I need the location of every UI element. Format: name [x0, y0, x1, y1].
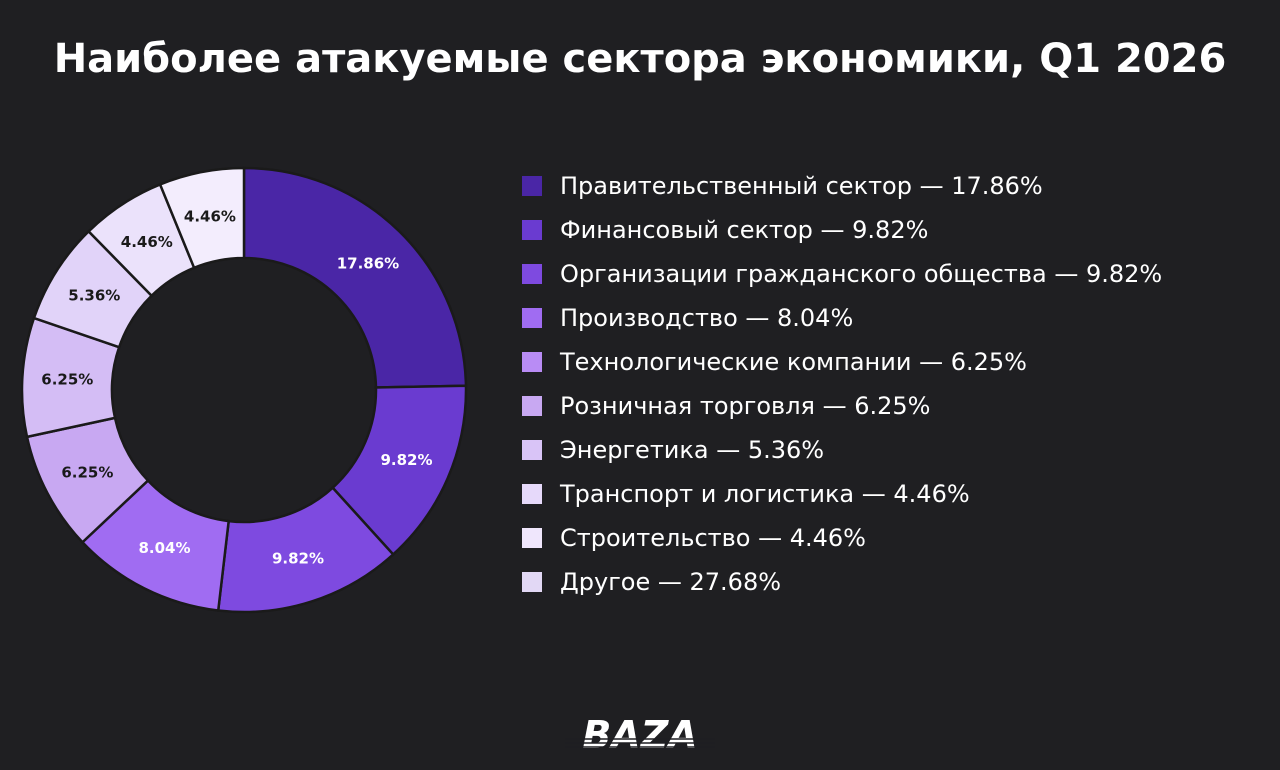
legend-item: Строительство — 4.46%	[522, 516, 1272, 560]
legend-item: Правительственный сектор — 17.86%	[522, 164, 1272, 208]
legend-item: Розничная торговля — 6.25%	[522, 384, 1272, 428]
logo-text: BAZA	[582, 713, 697, 756]
legend-swatch	[522, 308, 542, 328]
legend-item: Энергетика — 5.36%	[522, 428, 1272, 472]
legend-swatch	[522, 440, 542, 460]
chart-legend: Правительственный сектор — 17.86% Финансо…	[522, 164, 1272, 604]
legend-swatch	[522, 484, 542, 504]
chart-title: Наиболее атакуемые сектора экономики, Q1…	[0, 36, 1280, 82]
legend-item: Производство — 8.04%	[522, 296, 1272, 340]
legend-swatch	[522, 264, 542, 284]
legend-label: Транспорт и логистика — 4.46%	[560, 480, 970, 508]
donut-slice	[244, 168, 466, 387]
legend-label: Другое — 27.68%	[560, 568, 781, 596]
legend-swatch	[522, 396, 542, 416]
legend-item: Финансовый сектор — 9.82%	[522, 208, 1272, 252]
legend-label: Строительство — 4.46%	[560, 524, 866, 552]
legend-item: Технологические компании — 6.25%	[522, 340, 1272, 384]
legend-swatch	[522, 176, 542, 196]
legend-label: Правительственный сектор — 17.86%	[560, 172, 1043, 200]
legend-swatch	[522, 528, 542, 548]
legend-label: Организации гражданского общества — 9.82…	[560, 260, 1162, 288]
legend-swatch	[522, 572, 542, 592]
slice-label: 8.04%	[138, 539, 190, 557]
legend-item: Транспорт и логистика — 4.46%	[522, 472, 1272, 516]
legend-label: Финансовый сектор — 9.82%	[560, 216, 928, 244]
legend-label: Энергетика — 5.36%	[560, 436, 824, 464]
legend-item: Другое — 27.68%	[522, 560, 1272, 604]
legend-item: Организации гражданского общества — 9.82…	[522, 252, 1272, 296]
slice-label: 4.46%	[184, 207, 236, 225]
legend-swatch	[522, 220, 542, 240]
slice-label: 9.82%	[272, 550, 324, 568]
legend-swatch	[522, 352, 542, 372]
slice-label: 5.36%	[68, 287, 120, 305]
donut-chart: 17.86% 9.82% 9.82% 8.04% 6.25% 6.25% 5.36% 4.46…	[0, 150, 500, 630]
slice-label: 6.25%	[41, 371, 93, 389]
slice-label: 4.46%	[121, 233, 173, 251]
slice-label: 17.86%	[337, 255, 399, 273]
baza-logo: BAZA	[565, 712, 715, 756]
slice-label: 9.82%	[380, 451, 432, 469]
legend-label: Технологические компании — 6.25%	[560, 348, 1027, 376]
slice-label: 6.25%	[61, 463, 113, 481]
legend-label: Производство — 8.04%	[560, 304, 853, 332]
legend-label: Розничная торговля — 6.25%	[560, 392, 930, 420]
